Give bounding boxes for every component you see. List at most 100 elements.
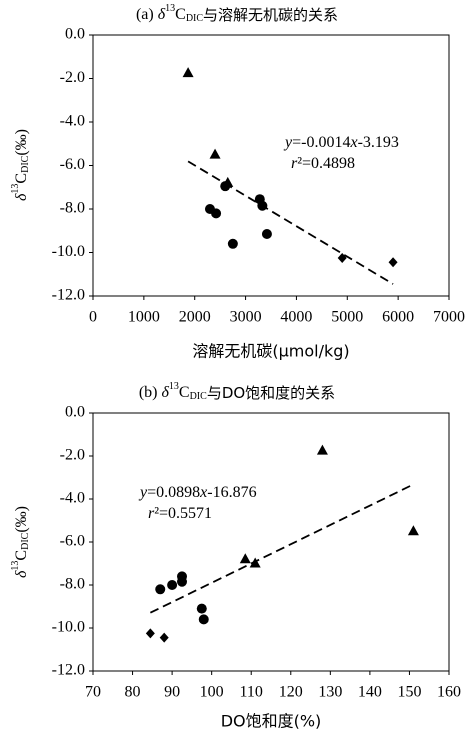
x-tick-label: 5000 [331,309,363,326]
x-tick-label: 3000 [230,309,262,326]
x-tick-label: 2000 [179,309,211,326]
eq-part: y [138,484,148,501]
point [155,584,166,595]
title-part: δ [161,384,169,401]
title-part: δ [158,6,166,23]
title-part: 与溶解无机碳的关系 [203,6,338,24]
point [249,557,261,568]
point [220,181,231,192]
label-part: δ [13,570,30,578]
point [211,208,222,219]
y-tick-label: -8.0 [60,576,85,593]
point [388,257,398,268]
x-tick-label: 70 [85,684,101,701]
point [182,67,194,78]
x-tick-label: 7000 [433,309,465,326]
x-tick-label: 1000 [128,309,160,326]
point [159,632,169,643]
y-tick-label: -6.0 [60,533,85,550]
point [145,628,155,639]
label-part: 13 [10,184,21,194]
title-part: 13 [165,3,175,14]
x-tick-label: 6000 [382,309,414,326]
label-part: δ [13,193,30,201]
x-tick-label: 80 [125,684,141,701]
x-tick-label: 90 [164,684,180,701]
title-part: (a) [136,6,158,23]
y-axis-label: δ13CDIC(‰) [10,129,31,201]
label-part: (‰) [13,506,30,533]
label-part: C [13,173,30,184]
equation: y=-0.0014x-3.193 [283,134,399,151]
point [407,525,419,536]
y-tick-label: -12.0 [52,287,85,304]
plot-frame [92,34,450,297]
title-part: C [179,384,190,401]
r-squared: r²=0.4898 [291,155,355,172]
y-tick-label: -4.0 [60,113,85,130]
eq-part: ²=0.5571 [154,505,212,522]
y-tick-label: -2.0 [60,69,85,86]
x-tick-label: 0 [89,309,97,326]
title-part: C [175,6,186,23]
point [316,444,328,455]
title-part: (b) [139,384,162,401]
point [177,576,187,587]
equation: y=0.0898x-16.876 [138,484,257,501]
eq-part: =0.0898 [147,484,200,501]
label-part: 13 [10,561,21,571]
point [227,238,238,249]
chart-title: (b) δ13CDIC与DO饱和度的关系 [139,381,335,402]
point [209,148,221,159]
y-tick-label: -2.0 [60,447,85,464]
x-tick-label: 150 [397,684,421,701]
eq-part: r [148,505,155,522]
x-tick-label: 4000 [280,309,312,326]
title-part: DIC [186,13,204,24]
label-part: DIC [20,155,31,173]
trendline [149,483,414,614]
y-tick-label: 0.0 [65,404,85,421]
x-tick-label: 120 [279,684,303,701]
y-tick-label: -6.0 [60,156,85,173]
y-tick-label: -8.0 [60,200,85,217]
label-part: DIC [20,532,31,550]
x-tick-label: 100 [200,684,224,701]
title-part: DIC [190,391,208,402]
y-axis-label: δ13CDIC(‰) [10,506,31,578]
x-tick-label: 140 [358,684,382,701]
eq-part: -3.193 [358,134,399,151]
x-axis-label: DO饱和度(%) [221,712,322,731]
r-squared: r²=0.5571 [148,505,212,522]
eq-part: =-0.0014 [292,134,350,151]
x-axis-label: 溶解无机碳(μmol/kg) [192,342,349,361]
label-part: C [13,550,30,561]
x-tick-label: 110 [240,684,263,701]
title-part: 与DO饱和度的关系 [207,384,335,402]
label-part: (‰) [13,129,30,156]
point [261,229,272,240]
point [257,200,268,211]
x-tick-label: 130 [318,684,342,701]
eq-part: -16.876 [207,484,256,501]
point [198,614,209,625]
eq-part: x [349,134,357,151]
y-tick-label: -10.0 [52,619,85,636]
plot-frame [92,412,450,672]
eq-part: ²=0.4898 [297,155,355,172]
title-part: 13 [169,381,179,392]
eq-part: r [291,155,298,172]
y-tick-label: -10.0 [52,243,85,260]
eq-part: x [199,484,207,501]
point [337,252,347,263]
point [196,603,207,614]
chart-title: (a) δ13CDIC与溶解无机碳的关系 [136,3,338,24]
trendline [187,160,394,285]
point [167,580,178,590]
eq-part: y [283,134,293,151]
y-tick-label: 0.0 [65,26,85,43]
x-tick-label: 160 [437,684,461,701]
point [239,553,251,564]
y-tick-label: -4.0 [60,490,85,507]
